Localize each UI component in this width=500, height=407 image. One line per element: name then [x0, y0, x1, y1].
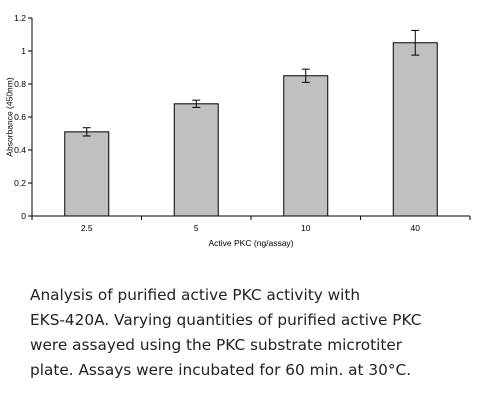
- chart-bars: [64, 42, 438, 217]
- x-axis-title: Active PKC (ng/assay): [208, 238, 293, 248]
- y-tick-label: 1.2: [14, 13, 26, 23]
- x-tick-label: 5: [194, 223, 199, 233]
- chart-error-bars: [82, 29, 420, 137]
- x-axis-ticks: 2.5 5 10 40: [31, 216, 471, 233]
- y-tick-label: 1: [21, 46, 26, 56]
- caption-line: Analysis of purified active PKC activity…: [30, 286, 361, 304]
- caption-line: plate. Assays were incubated for 60 min.…: [30, 361, 412, 379]
- caption-line: were assayed using the PKC substrate mic…: [30, 336, 403, 354]
- x-tick-label: 10: [301, 223, 311, 233]
- y-axis-title: Absorbance (450nm): [4, 77, 14, 157]
- bar: [64, 131, 110, 217]
- figure-caption: Analysis of purified active PKC activity…: [30, 283, 490, 383]
- y-tick-label: 0.6: [14, 112, 26, 122]
- y-tick-label: 0: [21, 211, 26, 221]
- x-tick-label: 40: [411, 223, 421, 233]
- y-tick-label: 0.4: [14, 145, 26, 155]
- bar: [173, 103, 219, 217]
- y-tick-label: 0.2: [14, 178, 26, 188]
- caption-line: EKS-420A. Varying quantities of purified…: [30, 311, 422, 329]
- bar: [392, 42, 438, 217]
- y-axis-ticks: 0 0.2 0.4 0.6 0.8 1 1.2: [14, 13, 32, 221]
- y-tick-label: 0.8: [14, 79, 26, 89]
- bar-chart: 0 0.2 0.4 0.6 0.8 1 1.2 2.5 5 10 40 Active PKC (n…: [4, 13, 471, 248]
- x-tick-label: 2.5: [81, 223, 93, 233]
- bar: [283, 75, 329, 217]
